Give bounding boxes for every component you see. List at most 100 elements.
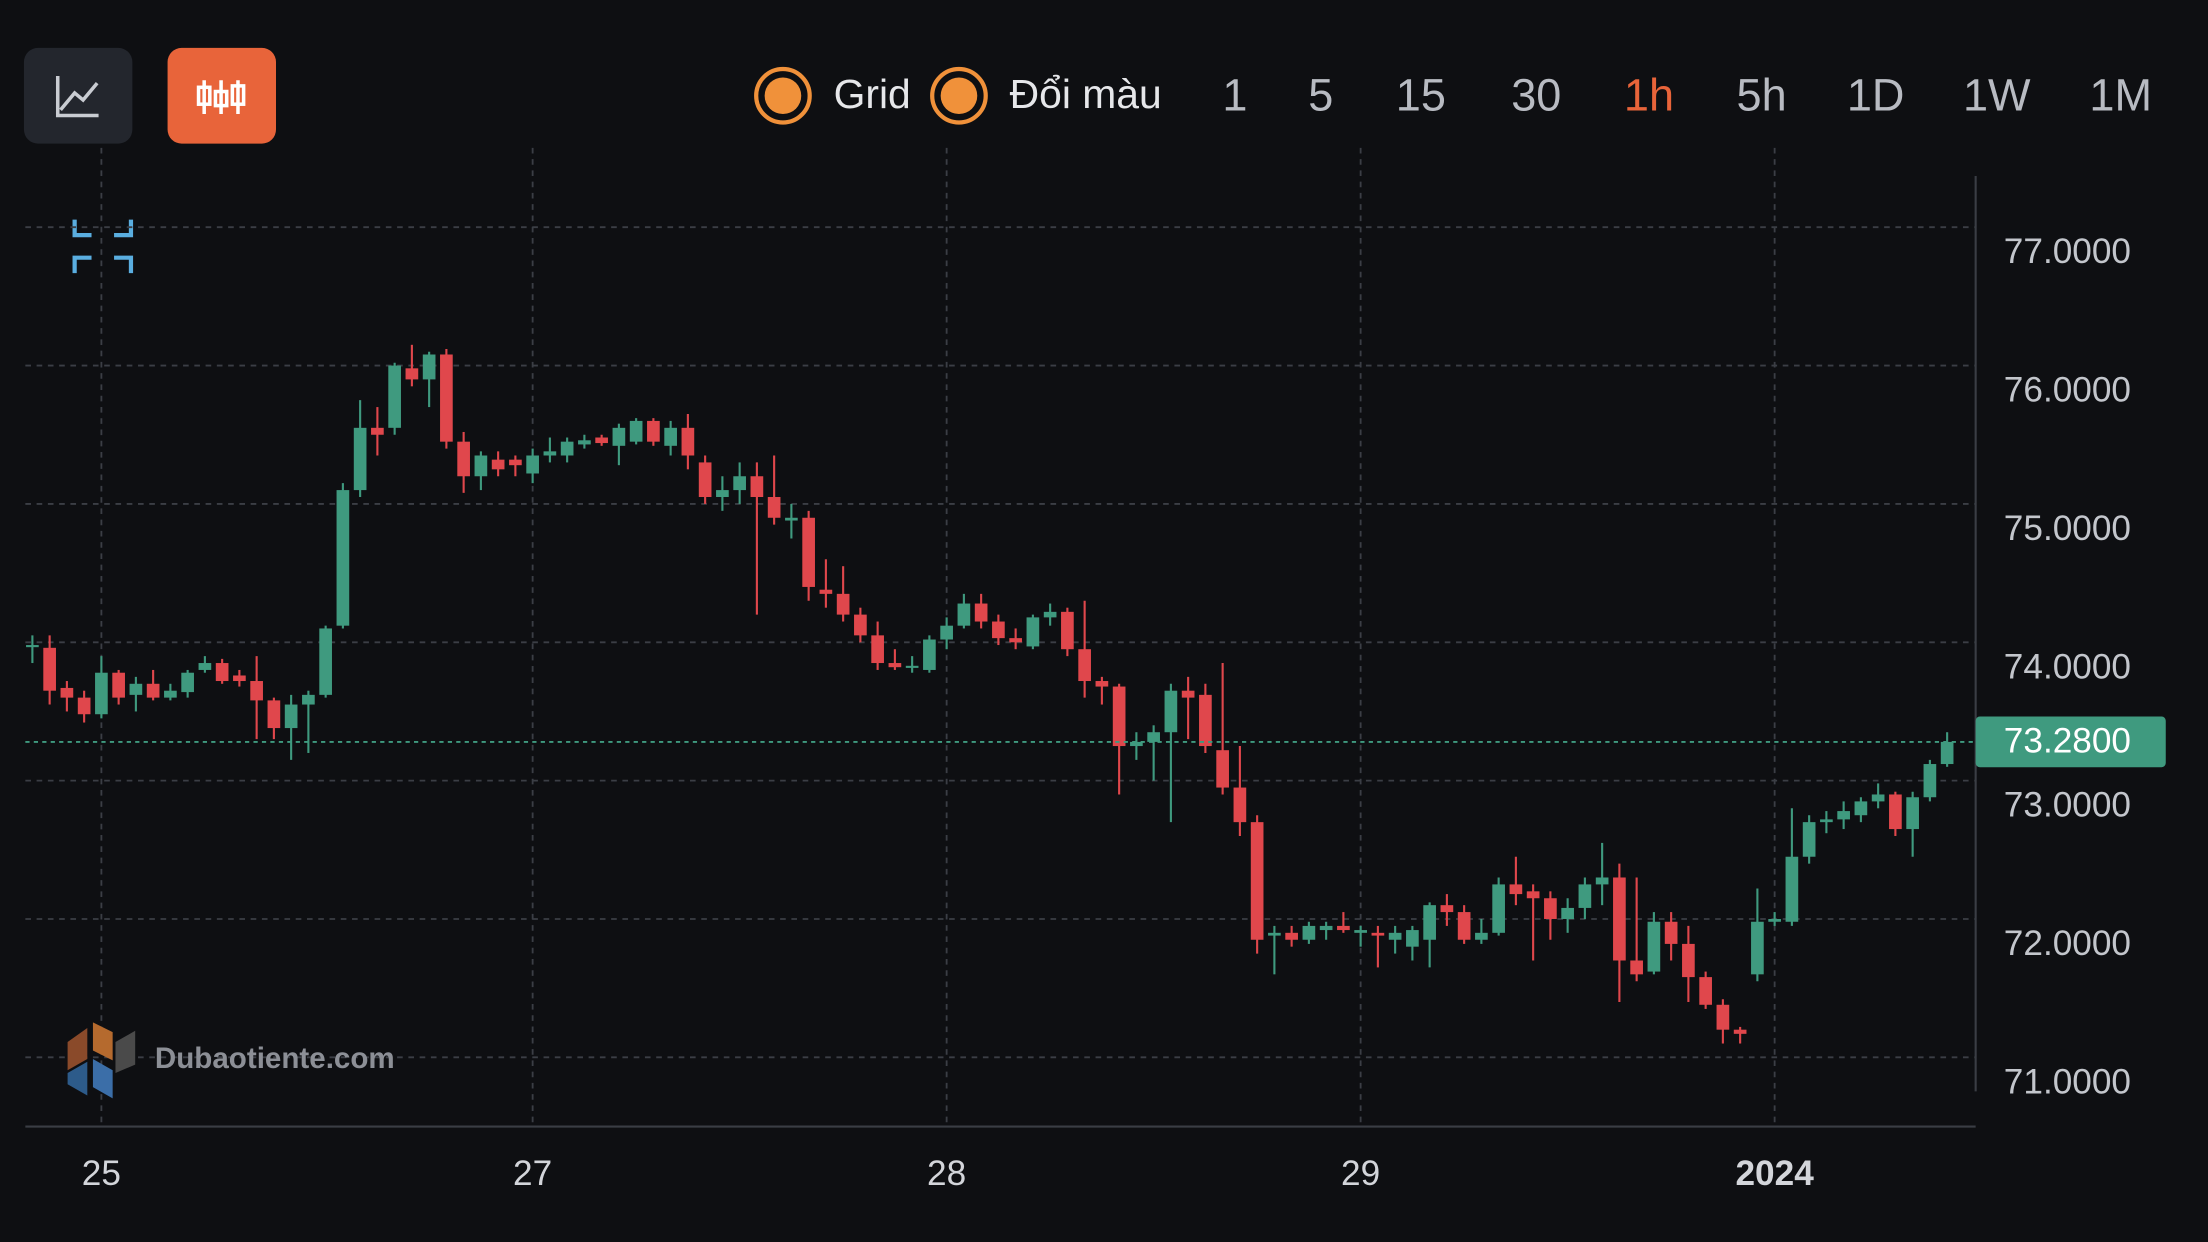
candle <box>1699 971 1712 1009</box>
candle <box>819 559 833 608</box>
y-tick-label: 77.0000 <box>2004 232 2131 271</box>
candle <box>1768 912 1781 926</box>
candle <box>888 649 902 670</box>
interval-button[interactable]: 1M <box>2089 69 2152 120</box>
candles <box>26 344 1954 1044</box>
candle <box>1509 856 1523 906</box>
candle-body <box>957 603 971 626</box>
candle-body <box>1475 932 1488 940</box>
candle-body <box>1164 690 1178 733</box>
interval-button[interactable]: 15 <box>1396 69 1446 120</box>
candle-body <box>215 663 229 682</box>
candle <box>1871 783 1885 809</box>
line-chart-button[interactable] <box>23 47 133 144</box>
candle <box>526 448 539 484</box>
candle-body <box>785 517 798 521</box>
candle <box>1940 732 1954 767</box>
candle-body <box>77 697 91 715</box>
candle-body <box>578 440 591 445</box>
candle <box>388 362 401 435</box>
x-tick-label: 2024 <box>1735 1154 1814 1193</box>
x-tick-label: 28 <box>927 1154 966 1193</box>
candle-body <box>405 368 419 380</box>
candle-body <box>526 455 539 474</box>
candle <box>1613 863 1626 1003</box>
candle-body <box>353 427 367 491</box>
candle-body <box>1664 921 1678 944</box>
candle-body <box>509 459 522 466</box>
candle <box>629 418 643 445</box>
candle <box>1216 663 1229 795</box>
candle-body <box>336 490 350 626</box>
candle <box>733 462 746 504</box>
candle <box>1285 925 1298 947</box>
candle <box>1837 801 1850 830</box>
candle <box>1544 891 1557 940</box>
candle <box>1475 918 1488 944</box>
candle <box>974 593 988 629</box>
candle <box>871 621 884 670</box>
candle <box>1078 600 1091 698</box>
collapse-icon[interactable] <box>72 219 134 274</box>
candle-body <box>422 354 436 380</box>
candle-body <box>1406 930 1419 947</box>
candle-body <box>1682 943 1695 978</box>
candle-body <box>733 476 746 491</box>
candle <box>1906 791 1919 857</box>
candle-body <box>60 687 74 698</box>
candle <box>1354 925 1367 947</box>
candle <box>767 455 781 525</box>
interval-button[interactable]: 1D <box>1847 69 1905 120</box>
candle <box>1802 815 1816 864</box>
candle-body <box>1043 611 1057 618</box>
candle <box>1561 898 1574 933</box>
interval-button[interactable]: 1W <box>1963 69 2031 120</box>
interval-button[interactable]: 1h <box>1624 69 1674 120</box>
candle <box>336 483 350 629</box>
candle-body <box>1199 694 1212 747</box>
interval-button[interactable]: 5h <box>1737 69 1787 120</box>
candle-body <box>491 459 505 470</box>
candle-body <box>112 672 125 698</box>
candle-body <box>767 497 781 518</box>
candle <box>940 617 953 650</box>
candle <box>905 656 919 673</box>
candle <box>854 607 867 643</box>
candle <box>1423 902 1436 968</box>
candle <box>1112 683 1126 795</box>
x-tick-label: 29 <box>1341 1154 1380 1193</box>
candle-body <box>198 663 212 670</box>
candle <box>992 614 1005 646</box>
candle <box>1371 925 1385 968</box>
candle-body <box>836 593 850 615</box>
candle-body <box>1716 1004 1730 1030</box>
candle-body <box>1613 877 1626 961</box>
candle-body <box>905 665 919 668</box>
toggle[interactable]: Grid <box>754 66 911 125</box>
candle <box>405 344 419 387</box>
candle-body <box>1751 921 1764 975</box>
interval-button[interactable]: 5 <box>1308 69 1333 120</box>
candle-body <box>1630 960 1643 975</box>
candle-body <box>1647 921 1661 972</box>
candle-body <box>802 517 815 587</box>
candle <box>716 476 729 511</box>
interval-button[interactable]: 1 <box>1222 69 1247 120</box>
candle-body <box>681 427 695 456</box>
candle-chart-button[interactable] <box>167 47 276 144</box>
candle <box>1199 683 1212 753</box>
candle-body <box>1440 905 1454 913</box>
interval-button[interactable]: 30 <box>1511 69 1561 120</box>
candle <box>750 462 764 615</box>
toggle-ring <box>930 66 988 125</box>
candle <box>1785 808 1799 926</box>
candle <box>612 423 626 466</box>
candle <box>1647 912 1661 975</box>
toggle[interactable]: Đổi màu <box>930 66 1162 125</box>
candle <box>1095 676 1109 705</box>
candle <box>181 669 194 698</box>
candle-body <box>1526 891 1540 899</box>
candle-body <box>1319 925 1333 931</box>
